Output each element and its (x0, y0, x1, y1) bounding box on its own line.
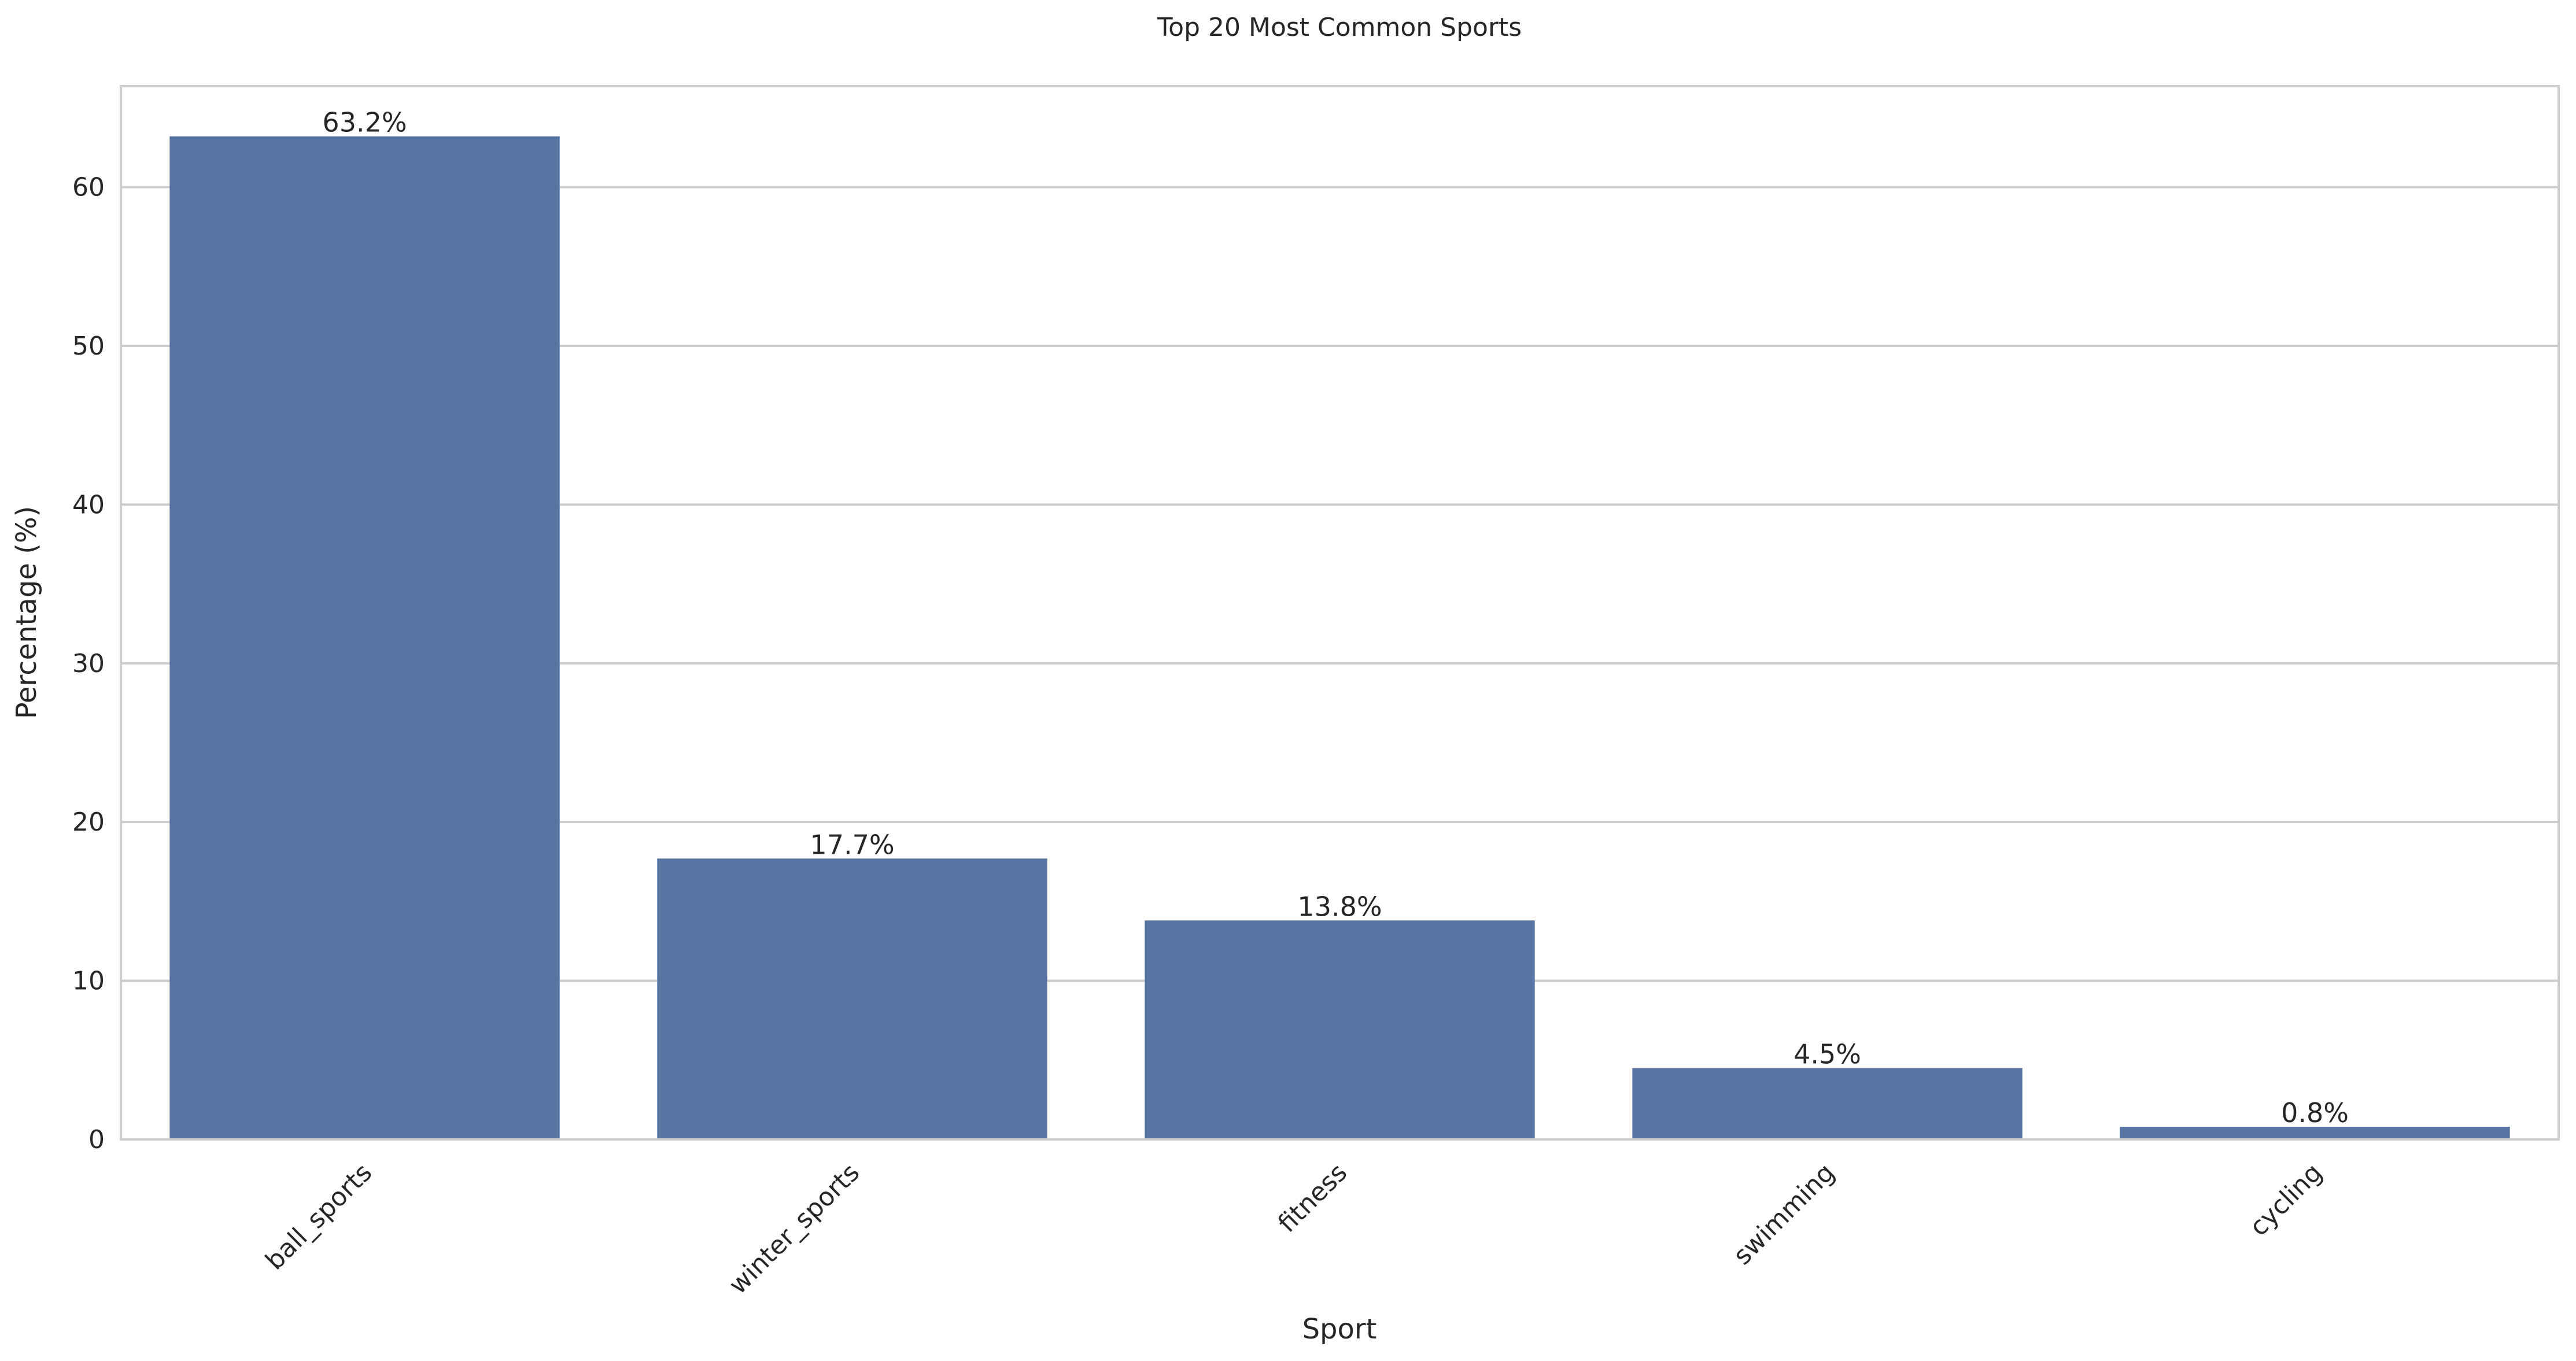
y-axis-label: Percentage (%) (10, 506, 43, 719)
data-label: 4.5% (1793, 1039, 1861, 1070)
y-tick-label: 40 (72, 490, 105, 519)
y-tick-label: 0 (88, 1125, 105, 1155)
y-tick-label: 30 (72, 649, 105, 678)
chart-title: Top 20 Most Common Sports (1157, 13, 1522, 42)
y-tick-label: 20 (72, 807, 105, 837)
x-tick-label: swimming (1728, 1158, 1840, 1271)
bar-fitness (1145, 920, 1535, 1139)
x-axis-ticks: ball_sports winter_sports fitness swimming c… (260, 1158, 2328, 1300)
x-tick-label: fitness (1272, 1158, 1353, 1238)
x-tick-label: ball_sports (260, 1158, 378, 1276)
data-labels: 63.2% 17.7% 13.8% 4.5% 0.8% (322, 107, 2349, 1128)
y-axis-ticks: 0 10 20 30 40 50 60 (72, 173, 105, 1155)
data-label: 63.2% (322, 107, 407, 138)
x-axis-label: Sport (1302, 1313, 1377, 1345)
data-label: 17.7% (810, 829, 894, 860)
y-tick-label: 10 (72, 967, 105, 996)
y-tick-label: 60 (72, 173, 105, 202)
x-tick-label: cycling (2244, 1158, 2328, 1242)
x-tick-label: winter_sports (724, 1158, 866, 1300)
y-tick-label: 50 (72, 331, 105, 361)
plot-frame (120, 85, 2560, 1141)
bars (169, 136, 2510, 1140)
bar-ball_sports (169, 136, 560, 1140)
bar-swimming (1632, 1068, 2023, 1139)
data-label: 13.8% (1297, 891, 1382, 922)
data-label: 0.8% (2281, 1097, 2349, 1128)
bar-cycling (2120, 1127, 2510, 1139)
bar-winter_sports (657, 858, 1047, 1139)
